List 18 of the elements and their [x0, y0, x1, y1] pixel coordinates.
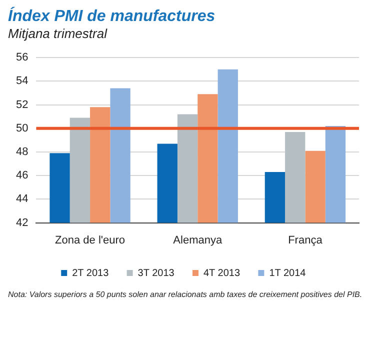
y-tick-label: 56	[16, 52, 28, 64]
text: Nota: Valors superiors a 50 punts solen anar relacionats amb taxes de creixement positives del PIB.	[8, 290, 364, 299]
x-tick-label: Alemanya	[173, 234, 223, 246]
y-tick-label: 44	[16, 193, 28, 206]
x-tick-label: Zona de l'euro	[55, 234, 126, 246]
y-tick-label: 42	[16, 216, 28, 229]
legend-label: 1T 2014	[269, 268, 306, 279]
y-tick-label: 54	[16, 75, 28, 88]
chart-title: Índex PMI de manufactures	[8, 8, 216, 26]
y-tick-label: 50	[16, 122, 28, 134]
x-tick-label: França	[288, 234, 324, 246]
y-tick-label: 48	[16, 146, 28, 158]
y-tick-label: 52	[16, 98, 28, 111]
legend-label: 2T 2013	[72, 268, 110, 279]
legend-label: 3T 2013	[138, 268, 175, 279]
y-tick-label: 46	[16, 170, 28, 182]
legend-label: 4T 2013	[204, 268, 240, 279]
chart-subtitle: Mitjana trimestral	[8, 26, 108, 41]
